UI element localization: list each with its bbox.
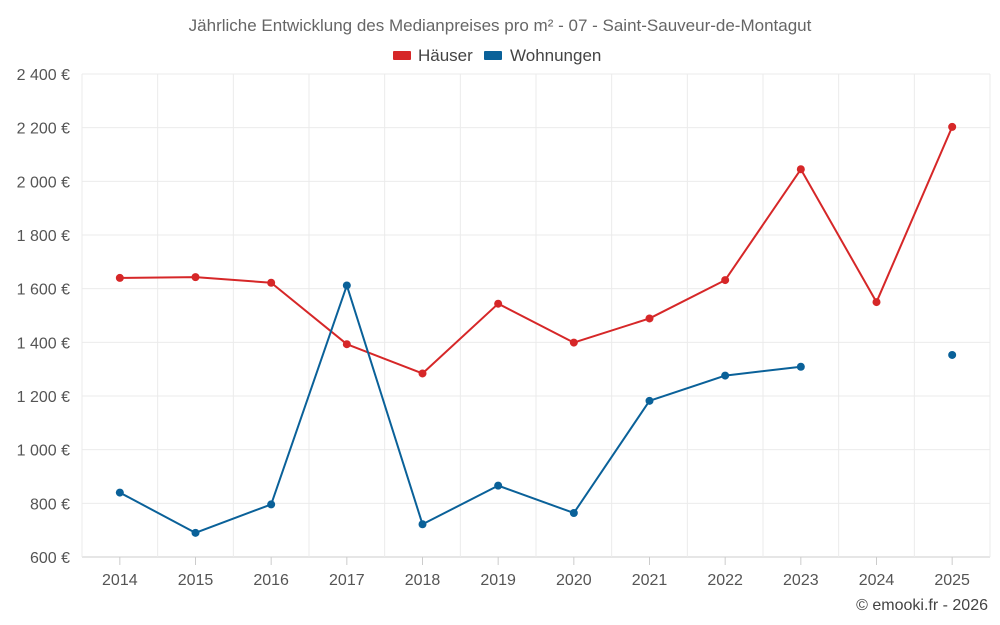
data-point-hauser-2020[interactable] — [569, 338, 578, 347]
data-point-wohnungen-2017[interactable] — [342, 281, 351, 290]
y-tick-label: 2 400 € — [17, 67, 70, 84]
data-point-hauser-2018[interactable] — [418, 369, 427, 378]
y-tick-label: 2 200 € — [17, 121, 70, 138]
series-line-hauser — [119, 126, 954, 375]
legend-swatch-hauser — [393, 51, 411, 60]
x-tick-label: 2018 — [405, 572, 441, 589]
data-point-hauser-2025[interactable] — [948, 122, 957, 131]
x-tick-label: 2020 — [556, 572, 592, 589]
x-tick-label: 2025 — [934, 572, 970, 589]
data-point-hauser-2024[interactable] — [872, 298, 881, 307]
y-tick-label: 800 € — [30, 496, 70, 513]
x-tick-label: 2019 — [480, 572, 516, 589]
data-point-wohnungen-2025[interactable] — [948, 350, 957, 359]
legend-label-hauser: Häuser — [418, 46, 473, 65]
x-tick-label: 2015 — [178, 572, 214, 589]
y-tick-label: 1 800 € — [17, 228, 70, 245]
data-point-wohnungen-2014[interactable] — [115, 488, 124, 497]
series-wohnungen — [115, 281, 957, 537]
data-point-hauser-2019[interactable] — [494, 299, 503, 308]
y-tick-label: 1 200 € — [17, 389, 70, 406]
data-point-wohnungen-2022[interactable] — [721, 371, 730, 380]
x-axis: 2014 2015 2016 2017 2018 2019 2020 2021 2022 2023… — [102, 557, 970, 589]
data-point-hauser-2023[interactable] — [796, 165, 805, 174]
y-tick-label: 600 € — [30, 550, 70, 567]
data-point-wohnungen-2016[interactable] — [267, 500, 276, 509]
x-tick-label: 2017 — [329, 572, 365, 589]
data-point-wohnungen-2020[interactable] — [569, 508, 578, 517]
credit-text: © emooki.fr - 2026 — [856, 597, 988, 614]
data-point-hauser-2021[interactable] — [645, 314, 654, 323]
data-point-wohnungen-2018[interactable] — [418, 520, 427, 529]
legend-swatch-wohnungen — [484, 51, 502, 60]
series-hauser — [115, 122, 957, 378]
data-point-hauser-2017[interactable] — [342, 340, 351, 349]
data-point-hauser-2015[interactable] — [191, 273, 200, 282]
grid — [81, 73, 991, 558]
legend-item-wohnungen[interactable]: Wohnungen — [484, 46, 601, 65]
data-point-wohnungen-2015[interactable] — [191, 528, 200, 537]
x-tick-label: 2021 — [632, 572, 668, 589]
x-tick-label: 2022 — [707, 572, 743, 589]
plot-area — [115, 122, 957, 537]
x-tick-label: 2014 — [102, 572, 138, 589]
x-tick-label: 2023 — [783, 572, 819, 589]
y-tick-label: 2 000 € — [17, 174, 70, 191]
data-point-hauser-2016[interactable] — [267, 278, 276, 287]
data-point-wohnungen-2021[interactable] — [645, 396, 654, 405]
series-line-wohnungen — [119, 284, 801, 534]
data-point-wohnungen-2023[interactable] — [796, 362, 805, 371]
y-tick-label: 1 600 € — [17, 282, 70, 299]
x-tick-label: 2016 — [253, 572, 289, 589]
data-point-hauser-2022[interactable] — [721, 276, 730, 285]
chart-title: Jährliche Entwicklung des Medianpreises … — [189, 16, 812, 35]
data-point-wohnungen-2019[interactable] — [494, 481, 503, 490]
y-tick-label: 1 400 € — [17, 335, 70, 352]
legend-item-hauser[interactable]: Häuser — [393, 46, 473, 65]
y-axis: 600 € 800 € 1 000 € 1 200 € 1 400 € 1 600 € 1 … — [17, 67, 70, 567]
data-point-hauser-2014[interactable] — [115, 273, 124, 282]
x-tick-label: 2024 — [859, 572, 895, 589]
y-tick-label: 1 000 € — [17, 443, 70, 460]
legend: Häuser Wohnungen — [393, 46, 601, 65]
legend-label-wohnungen: Wohnungen — [510, 46, 601, 65]
